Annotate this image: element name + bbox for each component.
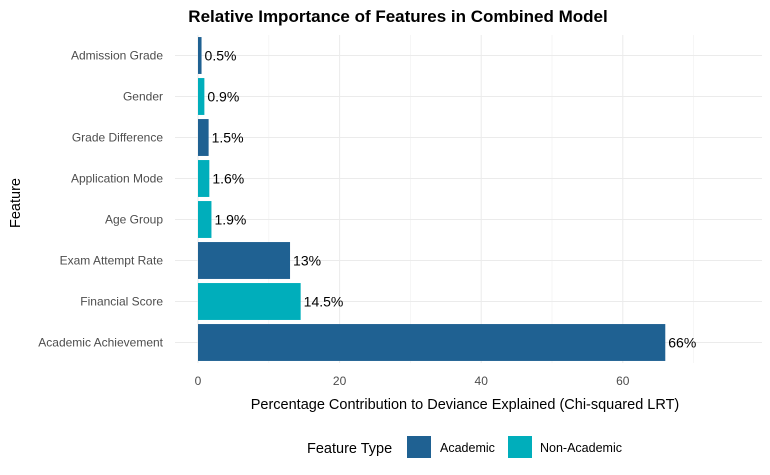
bar-age-group	[198, 201, 212, 238]
data-label-admission-grade: 0.5%	[205, 48, 237, 64]
bar-exam-attempt-rate	[198, 242, 291, 279]
y-axis-title: Feature	[8, 178, 24, 228]
data-label-age-group: 1.9%	[214, 212, 246, 228]
legend-swatch-academic	[407, 436, 431, 458]
legend-label-academic: Academic	[440, 441, 495, 455]
chart-title: Relative Importance of Features in Combi…	[188, 7, 607, 26]
y-tick-application-mode: Application Mode	[71, 172, 163, 186]
x-tick-40: 40	[475, 374, 489, 388]
grid	[175, 35, 762, 363]
data-label-application-mode: 1.6%	[212, 171, 244, 187]
y-tick-exam-attempt-rate: Exam Attempt Rate	[60, 254, 164, 268]
legend-swatch-non-academic	[508, 436, 532, 458]
y-tick-grade-difference: Grade Difference	[72, 131, 163, 145]
bar-gender	[198, 78, 205, 115]
data-label-exam-attempt-rate: 13%	[293, 253, 321, 269]
data-label-financial-score: 14.5%	[304, 294, 344, 310]
bar-academic-achievement	[198, 324, 666, 361]
data-label-academic-achievement: 66%	[668, 335, 696, 351]
bar-financial-score	[198, 283, 301, 320]
y-tick-academic-achievement: Academic Achievement	[38, 336, 163, 350]
y-tick-financial-score: Financial Score	[80, 295, 163, 309]
y-axis-ticks: Admission Grade Gender Grade Difference App…	[38, 49, 163, 350]
bars	[198, 37, 666, 361]
legend-title: Feature Type	[307, 441, 392, 457]
data-label-gender: 0.9%	[207, 89, 239, 105]
data-labels: 0.5% 0.9% 1.5% 1.6% 1.9% 13% 14.5% 66%	[205, 48, 697, 351]
legend-label-non-academic: Non-Academic	[540, 441, 622, 455]
x-axis-ticks: 0 20 40 60	[195, 374, 630, 388]
x-tick-0: 0	[195, 374, 202, 388]
x-tick-20: 20	[333, 374, 347, 388]
bar-application-mode	[198, 160, 210, 197]
bar-admission-grade	[198, 37, 202, 74]
bar-grade-difference	[198, 119, 209, 156]
data-label-grade-difference: 1.5%	[212, 130, 244, 146]
x-axis-title: Percentage Contribution to Deviance Expl…	[251, 397, 680, 413]
y-tick-admission-grade: Admission Grade	[71, 49, 163, 63]
y-tick-gender: Gender	[123, 90, 163, 104]
legend: Feature Type Academic Non-Academic	[307, 436, 622, 458]
x-tick-60: 60	[616, 374, 630, 388]
y-tick-age-group: Age Group	[105, 213, 163, 227]
